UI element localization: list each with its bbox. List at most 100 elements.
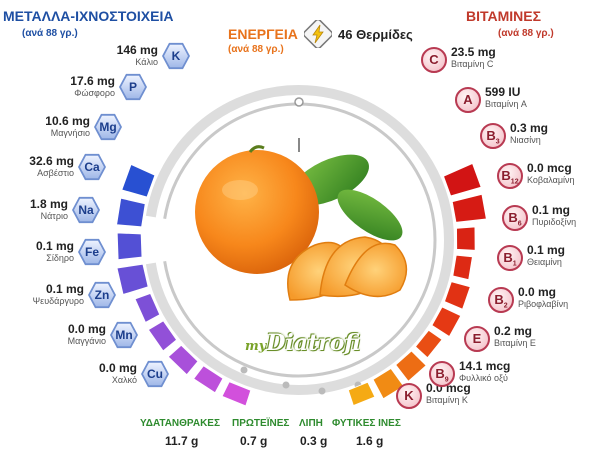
mineral-symbol-badge: Ca <box>80 155 104 179</box>
mineral-bar <box>121 163 156 198</box>
mineral-symbol-badge: Fe <box>80 240 104 264</box>
macro-value: 0.7 g <box>240 434 268 448</box>
vitamins-per: (ανά 88 γρ.) <box>498 28 554 39</box>
vitamin-symbol-badge: E <box>464 326 490 352</box>
mineral-value: 0.1 mg <box>35 239 74 253</box>
vitamin-name: Βιταμίνη E <box>494 338 536 348</box>
vitamin-symbol-badge: K <box>396 383 422 409</box>
vitamin-bar <box>347 381 376 407</box>
vitamin-name: Φυλλικό οξύ <box>459 373 508 383</box>
vitamin-symbol: B <box>508 210 518 225</box>
vitamin-value: 0.1 mg <box>532 203 571 217</box>
mineral-value: 0.0 mg <box>67 322 106 336</box>
vitamin-symbol: B <box>486 128 496 143</box>
vitamin-symbol-badge: C <box>421 47 447 73</box>
vitamin-name: Βιταμίνη A <box>485 99 527 109</box>
macro-label: ΠΡΩΤΕΪΝΕΣ <box>232 418 290 429</box>
ring-arc <box>145 85 454 395</box>
mineral-bar <box>167 344 199 376</box>
mineral-bar <box>116 197 146 228</box>
mineral-value: 1.8 mg <box>29 197 68 211</box>
mineral-symbol-badge: Cu <box>143 362 167 386</box>
vitamin-value: 0.0 mcg <box>527 161 572 175</box>
mineral-name: Ασβέστιο <box>37 168 74 178</box>
vitamin-bar <box>456 226 476 251</box>
minerals-per: (ανά 88 γρ.) <box>22 28 78 39</box>
vitamin-bar <box>444 281 471 310</box>
vitamin-symbol-badge: B1 <box>497 245 523 271</box>
vitamin-symbol-badge: B2 <box>488 287 514 313</box>
vitamin-name: Κοβαλαμίνη <box>527 175 575 185</box>
mineral-name: Χαλκό <box>111 375 137 385</box>
mineral-bar <box>116 263 149 295</box>
vitamin-symbol: B <box>494 292 504 307</box>
mineral-bar <box>221 381 252 407</box>
mineral-name: Μαγγάνιο <box>67 336 106 346</box>
lightning-icon <box>302 18 334 50</box>
vitamin-name: Νιασίνη <box>510 135 541 145</box>
vitamin-value: 0.1 mg <box>527 243 566 257</box>
vitamin-value: 23.5 mg <box>451 45 496 59</box>
vitamin-bar <box>431 306 462 338</box>
vitamin-symbol: B <box>435 366 445 381</box>
vitamin-value: 0.2 mg <box>494 324 533 338</box>
vitamin-name: Πυριδοξίνη <box>532 217 577 227</box>
vitamin-symbol: A <box>463 92 473 107</box>
vitamin-value: 0.0 mg <box>518 285 557 299</box>
mineral-value: 0.1 mg <box>45 282 84 296</box>
mineral-value: 17.6 mg <box>70 74 115 88</box>
vitamin-name: Ριβοφλαβίνη <box>518 299 569 309</box>
mineral-bar <box>134 293 161 323</box>
energy-value: 46 Θερμίδες <box>338 27 413 42</box>
vitamin-symbol-sub: 2 <box>503 302 508 310</box>
vitamin-symbol-sub: 12 <box>510 178 519 186</box>
mineral-name: Σίδηρο <box>46 253 74 263</box>
logo-prefix: my <box>245 339 267 354</box>
minerals-title: ΜΕΤΑΛΛΑ-ΙΧΝΟΣΤΟΙΧΕΙΑ <box>3 8 174 24</box>
vitamin-bar <box>372 367 405 400</box>
vitamin-value: 0.3 mg <box>510 121 549 135</box>
logo-name: Diatrofi <box>266 330 361 356</box>
vitamin-symbol-badge: A <box>455 87 481 113</box>
vitamin-bar <box>395 350 427 382</box>
ring-dot <box>294 97 304 107</box>
mineral-name: Μαγνήσιο <box>50 128 90 138</box>
vitamin-name: Βιταμίνη C <box>451 59 494 69</box>
mineral-value: 146 mg <box>116 43 158 57</box>
mineral-symbol-badge: P <box>121 75 145 99</box>
vitamin-symbol-badge: B3 <box>480 123 506 149</box>
vitamin-symbol-sub: 3 <box>495 138 500 146</box>
mineral-symbol-badge: Na <box>74 198 98 222</box>
vitamin-name: Θειαμίνη <box>527 257 562 267</box>
mineral-value: 0.0 mg <box>98 361 137 375</box>
mineral-bar <box>193 365 224 394</box>
mineral-value: 10.6 mg <box>45 114 90 128</box>
tangerine-image <box>195 145 408 301</box>
mineral-name: Κάλιο <box>135 57 158 67</box>
mineral-name: Ψευδάργυρο <box>32 296 84 306</box>
vitamins-title: ΒΙΤΑΜΙΝΕΣ <box>466 8 542 24</box>
vitamin-value: 14.1 mcg <box>459 359 511 373</box>
vitamin-symbol-sub: 9 <box>444 376 449 384</box>
macro-label: ΥΔΑΤΑΝΘΡΑΚΕΣ <box>140 418 220 429</box>
macro-label: ΛΙΠΗ <box>299 418 323 429</box>
mineral-symbol-badge: K <box>164 44 188 68</box>
mineral-name: Φώσφορο <box>74 88 115 98</box>
mineral-bar <box>116 232 143 261</box>
vitamin-symbol: B <box>503 250 513 265</box>
vitamin-value: 599 IU <box>485 85 521 99</box>
macro-value: 11.7 g <box>165 434 199 448</box>
energy-per: (ανά 88 γρ.) <box>228 44 284 55</box>
vitamin-symbol: E <box>472 331 482 346</box>
logo: myDiatrofi <box>245 330 360 356</box>
macro-connector-dot <box>318 387 326 395</box>
vitamin-symbol: K <box>404 388 414 403</box>
vitamin-bar <box>443 162 482 197</box>
macro-value: 1.6 g <box>356 434 384 448</box>
energy-label: ΕΝΕΡΓΕΙΑ <box>228 26 298 42</box>
macro-value: 0.3 g <box>300 434 328 448</box>
mineral-name: Νάτριο <box>40 211 68 221</box>
vitamin-symbol-sub: 1 <box>512 260 517 268</box>
